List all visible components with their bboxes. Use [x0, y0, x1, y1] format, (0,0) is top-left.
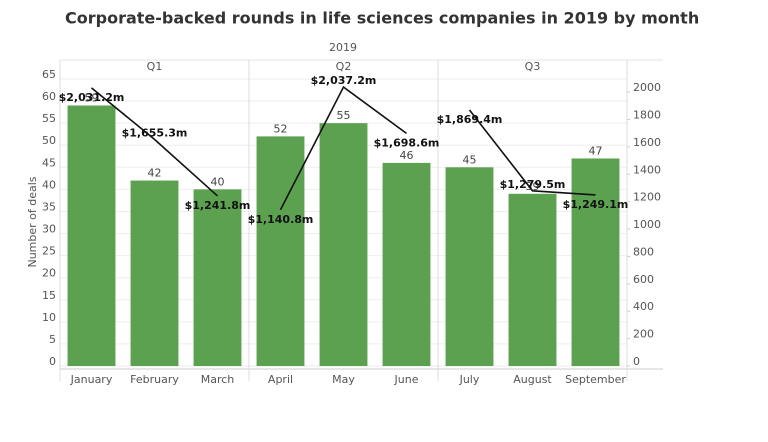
- y-tick-label: 25: [42, 245, 56, 258]
- x-tick-label: September: [565, 373, 626, 386]
- y2-tick-label: 400: [633, 300, 654, 313]
- chart-title: Corporate-backed rounds in life sciences…: [65, 9, 699, 28]
- y-tick-label: 20: [42, 267, 56, 280]
- group-label: Q2: [336, 60, 352, 73]
- x-tick-label: July: [459, 373, 480, 386]
- x-tick-label: June: [394, 373, 419, 386]
- group-label: Q3: [525, 60, 541, 73]
- bar-value-label: 47: [589, 144, 603, 157]
- bar: [130, 180, 179, 366]
- y2-tick-label: 200: [633, 328, 654, 341]
- x-tick-label: February: [130, 373, 179, 386]
- y2-tick-label: 2000: [633, 81, 661, 94]
- y2-tick-label: 1800: [633, 109, 661, 122]
- bar: [193, 189, 242, 366]
- y2-tick-label: 1600: [633, 136, 661, 149]
- x-group-title: 2019: [329, 41, 357, 54]
- line-value-label: $2,031.2m: [59, 91, 125, 104]
- x-tick-label: August: [513, 373, 552, 386]
- y-tick-label: 15: [42, 289, 56, 302]
- y2-tick-label: 1400: [633, 163, 661, 176]
- line-value-label: $1,140.8m: [248, 213, 314, 226]
- bar-value-label: 42: [148, 167, 162, 180]
- x-tick-label: May: [332, 373, 355, 386]
- bar-value-label: 39: [526, 180, 540, 193]
- y-tick-label: 40: [42, 178, 56, 191]
- bar-value-label: 45: [463, 153, 477, 166]
- y-tick-label: 55: [42, 112, 56, 125]
- y2-tick-label: 1200: [633, 191, 661, 204]
- x-tick-label: March: [201, 373, 235, 386]
- y2-tick-label: 600: [633, 273, 654, 286]
- bar-value-label: 46: [400, 149, 414, 162]
- bar: [256, 136, 305, 366]
- line-value-label: $1,279.5m: [500, 178, 566, 191]
- y2-tick-label: 800: [633, 245, 654, 258]
- line-value-label: $1,655.3m: [122, 126, 188, 139]
- y-tick-label: 35: [42, 200, 56, 213]
- line: [468, 109, 596, 196]
- y-tick-label: 0: [49, 355, 56, 368]
- line: [279, 85, 407, 211]
- y-tick-label: 65: [42, 68, 56, 81]
- line-value-label: $1,249.1m: [563, 198, 629, 211]
- bar-value-label: 52: [274, 122, 288, 135]
- y-tick-label: 5: [49, 333, 56, 346]
- y-tick-label: 50: [42, 134, 56, 147]
- line-value-label: $1,698.6m: [374, 136, 440, 149]
- bar-value-label: 59: [85, 91, 99, 104]
- y2-tick-label: 0: [633, 355, 640, 368]
- bar: [319, 123, 368, 367]
- line-value-label: $2,037.2m: [311, 74, 377, 87]
- line-value-label: $1,241.8m: [185, 199, 251, 212]
- y-tick-label: 10: [42, 311, 56, 324]
- x-tick-label: April: [268, 373, 293, 386]
- bar: [445, 167, 494, 366]
- y-tick-label: 30: [42, 223, 56, 236]
- line: [90, 87, 219, 197]
- y2-tick-label: 1000: [633, 218, 661, 231]
- bar: [67, 105, 116, 366]
- bar: [508, 193, 557, 366]
- group-label: Q1: [147, 60, 163, 73]
- bar-value-label: 55: [337, 109, 351, 122]
- y-axis-label: Number of deals: [26, 176, 39, 267]
- bar-value-label: 40: [211, 175, 225, 188]
- bar: [382, 162, 431, 366]
- bar: [571, 158, 620, 366]
- line-value-label: $1,869.4m: [437, 113, 503, 126]
- x-tick-label: January: [70, 373, 113, 386]
- y-tick-label: 60: [42, 90, 56, 103]
- y-tick-label: 45: [42, 156, 56, 169]
